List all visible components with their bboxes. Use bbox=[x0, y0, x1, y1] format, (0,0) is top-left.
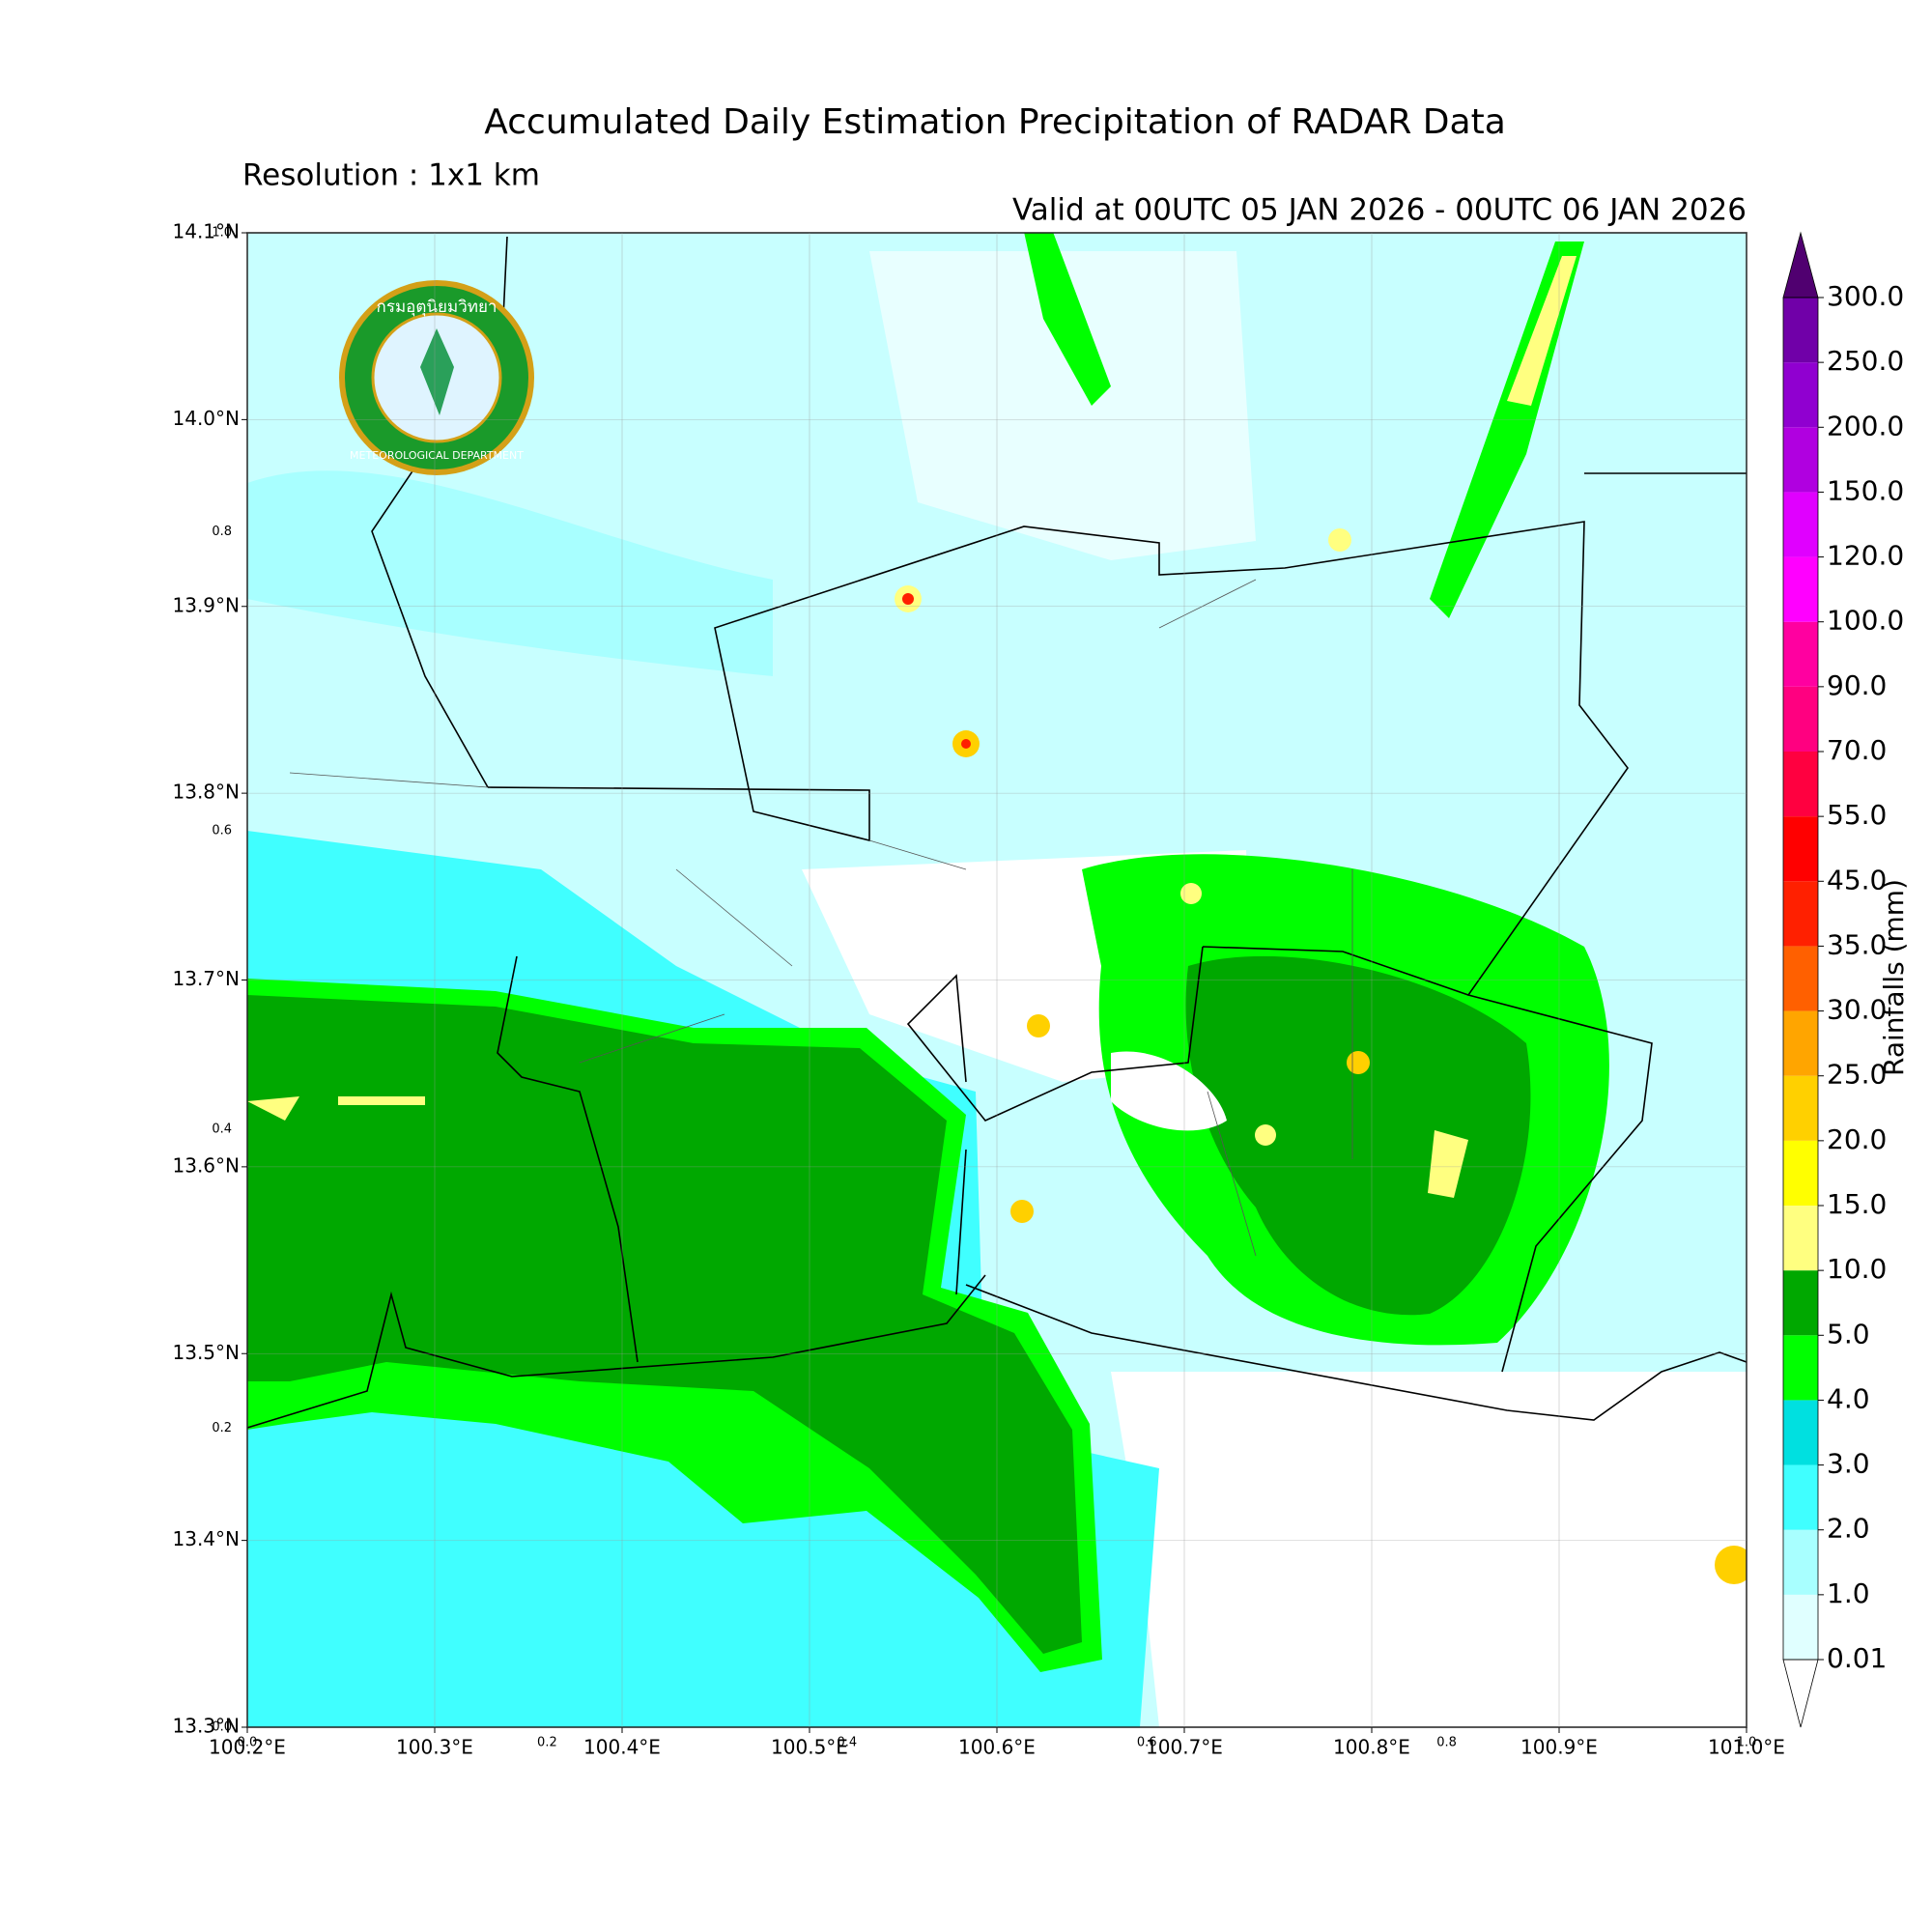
lat-tick-label: 13.3°N bbox=[173, 1715, 241, 1738]
colorbar-segment bbox=[1783, 946, 1818, 1011]
colorbar-tick-label: 150.0 bbox=[1827, 474, 1904, 506]
colorbar-segment bbox=[1783, 1335, 1818, 1401]
lat-tick-label: 14.0°N bbox=[173, 407, 241, 430]
lon-tick-label: 100.7°E bbox=[1146, 1736, 1223, 1759]
lat-tick-label: 13.7°N bbox=[173, 967, 241, 990]
frac-y-tick-label: 1.0 bbox=[212, 226, 232, 241]
lat-tick-label: 13.4°N bbox=[173, 1527, 241, 1550]
lon-tick-label: 100.4°E bbox=[583, 1736, 661, 1759]
lon-tick-label: 100.9°E bbox=[1520, 1736, 1598, 1759]
frac-y-tick-label: 0.6 bbox=[212, 823, 232, 838]
colorbar-tick-label: 45.0 bbox=[1827, 864, 1887, 895]
colorbar-tick-label: 1.0 bbox=[1827, 1577, 1870, 1609]
lat-tick-label: 13.8°N bbox=[173, 781, 241, 804]
colorbar-segment bbox=[1783, 1206, 1818, 1271]
colorbar-segment bbox=[1783, 427, 1818, 493]
borders bbox=[246, 236, 1747, 1429]
colorbar-frame bbox=[1782, 297, 1819, 1661]
lon-tick-label: 100.6°E bbox=[958, 1736, 1036, 1759]
colorbar-tick-label: 3.0 bbox=[1827, 1448, 1870, 1480]
colorbar-segment bbox=[1783, 492, 1818, 557]
colorbar-tick-label: 30.0 bbox=[1827, 994, 1887, 1026]
valid-time: Valid at 00UTC 05 JAN 2026 - 00UTC 06 JA… bbox=[1012, 193, 1747, 228]
logo: กรมอุตุนิยมวิทยา METEOROLOGICAL DEPARTME… bbox=[339, 280, 534, 475]
colorbar-segment bbox=[1783, 1400, 1818, 1465]
colorbar-segment bbox=[1783, 1594, 1818, 1660]
colorbar-segment bbox=[1783, 362, 1818, 428]
colorbar-tick-label: 200.0 bbox=[1827, 410, 1904, 441]
lon-tick-label: 100.8°E bbox=[1333, 1736, 1410, 1759]
logo-english: METEOROLOGICAL DEPARTMENT bbox=[350, 449, 524, 462]
frac-y-tick-label: 0.8 bbox=[212, 525, 232, 539]
frac-x-tick-label: 1.0 bbox=[1737, 1736, 1757, 1750]
colorbar-label: Rainfalls (mm) bbox=[1878, 879, 1910, 1076]
logo-thai: กรมอุตุนิยมวิทยา bbox=[377, 298, 497, 317]
colorbar-tick-label: 35.0 bbox=[1827, 928, 1887, 960]
colorbar-tick-label: 4.0 bbox=[1827, 1382, 1870, 1414]
frac-x-tick-label: 0.8 bbox=[1436, 1736, 1457, 1750]
colorbar-segment bbox=[1783, 1270, 1818, 1336]
colorbar-tick-label: 120.0 bbox=[1827, 540, 1904, 572]
colorbar-tick-label: 15.0 bbox=[1827, 1188, 1887, 1220]
colorbar-segment bbox=[1783, 1075, 1818, 1141]
colorbar-segment bbox=[1783, 621, 1818, 687]
frac-y-tick-label: 0.2 bbox=[212, 1421, 232, 1435]
colorbar-tick-label: 0.01 bbox=[1827, 1642, 1887, 1674]
colorbar-segment bbox=[1783, 1464, 1818, 1530]
lon-tick-label: 100.5°E bbox=[771, 1736, 848, 1759]
colorbar-tick-label: 70.0 bbox=[1827, 734, 1887, 766]
lat-tick-label: 13.9°N bbox=[173, 593, 241, 616]
frac-x-tick-label: 0.2 bbox=[537, 1736, 557, 1750]
colorbar-segment bbox=[1783, 686, 1818, 752]
frac-x-tick-label: 0.6 bbox=[1137, 1736, 1157, 1750]
colorbar-tick-label: 100.0 bbox=[1827, 605, 1904, 637]
lon-tick-label: 100.2°E bbox=[209, 1736, 286, 1759]
colorbar-tick-label: 25.0 bbox=[1827, 1059, 1887, 1091]
frac-x-tick-label: 0.4 bbox=[837, 1736, 857, 1750]
lat-tick-label: 14.1°N bbox=[173, 220, 241, 243]
subtitle: Resolution : 1x1 km bbox=[242, 158, 540, 193]
colorbar-tick-label: 300.0 bbox=[1827, 280, 1904, 312]
lon-tick-label: 101.0°E bbox=[1708, 1736, 1785, 1759]
colorbar-segment bbox=[1783, 881, 1818, 947]
lat-tick-label: 13.5°N bbox=[173, 1341, 241, 1364]
colorbar-segment bbox=[1783, 752, 1818, 817]
colorbar-tick-label: 10.0 bbox=[1827, 1253, 1887, 1285]
frac-y-tick-label: 0.4 bbox=[212, 1122, 232, 1137]
colorbar-segment bbox=[1783, 1529, 1818, 1595]
colorbar-segment bbox=[1783, 1010, 1818, 1076]
colorbar-segment bbox=[1783, 1140, 1818, 1206]
colorbar-over bbox=[1782, 231, 1819, 298]
colorbar-tick-label: 2.0 bbox=[1827, 1513, 1870, 1545]
colorbar-under bbox=[1782, 1659, 1819, 1728]
colorbar-segment bbox=[1783, 298, 1818, 363]
colorbar-tick-label: 55.0 bbox=[1827, 799, 1887, 831]
title: Accumulated Daily Estimation Precipitati… bbox=[484, 102, 1506, 142]
lon-tick-label: 100.3°E bbox=[396, 1736, 473, 1759]
colorbar-tick-label: 90.0 bbox=[1827, 669, 1887, 701]
frac-y-tick-label: 0.0 bbox=[212, 1720, 232, 1735]
colorbar-tick-label: 5.0 bbox=[1827, 1318, 1870, 1350]
lat-tick-label: 13.6°N bbox=[173, 1153, 241, 1177]
colorbar-tick-label: 20.0 bbox=[1827, 1123, 1887, 1155]
colorbar-tick-label: 250.0 bbox=[1827, 345, 1904, 377]
frac-x-tick-label: 0.0 bbox=[238, 1736, 258, 1750]
colorbar-segment bbox=[1783, 556, 1818, 622]
colorbar-segment bbox=[1783, 816, 1818, 882]
